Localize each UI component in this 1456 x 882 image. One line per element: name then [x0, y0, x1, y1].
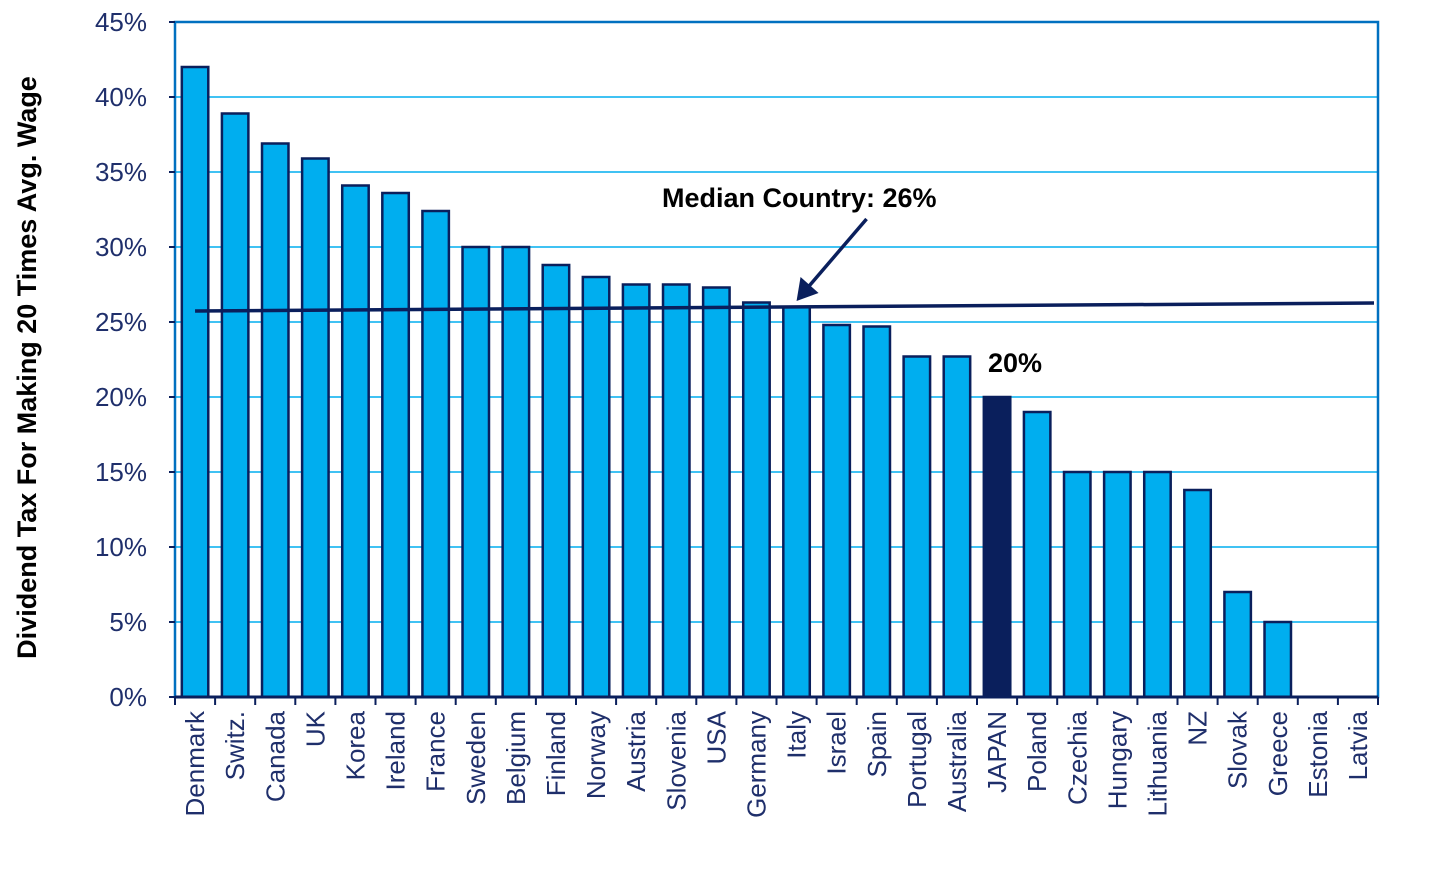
- category-label: Hungary: [1102, 711, 1132, 809]
- median-line: [195, 301, 1375, 313]
- bar-israel: [822, 323, 852, 699]
- category-label: Belgium: [501, 711, 531, 805]
- category-label: Czechia: [1062, 710, 1092, 804]
- y-tick-labels: 0% 5% 10% 15% 20% 25% 30% 35% 40% 45%: [95, 7, 147, 712]
- category-label: Korea: [340, 710, 370, 780]
- category-label: NZ: [1183, 711, 1213, 746]
- category-label: France: [421, 711, 451, 792]
- bar-austria: [621, 283, 651, 699]
- y-tick-label: 45%: [95, 7, 147, 37]
- bar-uk: [300, 157, 330, 699]
- median-annotation: Median Country: 26%: [662, 183, 937, 213]
- category-label: Germany: [741, 711, 771, 818]
- japan-value-annotation: 20%: [988, 348, 1042, 378]
- bar-slovenia: [661, 283, 691, 699]
- median-arrow-head: [796, 277, 819, 301]
- category-label: Ireland: [381, 711, 411, 791]
- category-label: Spain: [862, 711, 892, 778]
- category-label: Slovenia: [661, 710, 691, 810]
- bar-sweden: [461, 245, 491, 699]
- y-tick-label: 5%: [109, 607, 147, 637]
- category-label: Slovak: [1223, 710, 1253, 789]
- bar-italy: [782, 305, 812, 699]
- bar-france: [421, 209, 451, 699]
- category-label: Sweden: [461, 711, 491, 805]
- median-arrow-shaft: [805, 217, 868, 291]
- bar-slovak: [1223, 590, 1253, 699]
- category-label: Norway: [581, 711, 611, 799]
- category-label: Greece: [1263, 711, 1293, 796]
- bar-denmark: [180, 65, 210, 699]
- bar-norway: [581, 275, 611, 699]
- bar-belgium: [501, 245, 531, 699]
- category-label: Lithuania: [1142, 710, 1172, 816]
- bars: [180, 65, 1293, 699]
- bar-nz: [1183, 488, 1213, 699]
- category-labels: Denmark Switz. Canada UK Korea Ireland France S…: [180, 710, 1373, 818]
- bar-korea: [340, 184, 370, 699]
- axes: [169, 20, 1380, 705]
- bar-greece: [1263, 620, 1293, 699]
- y-tick-label: 30%: [95, 232, 147, 262]
- bar-spain: [862, 325, 892, 699]
- bar-switz: [220, 112, 250, 699]
- bar-czechia: [1062, 470, 1092, 699]
- bar-lithuania: [1142, 470, 1172, 699]
- category-label: UK: [300, 710, 330, 747]
- y-tick-label: 15%: [95, 457, 147, 487]
- category-label: Israel: [822, 711, 852, 775]
- category-label: Austria: [621, 710, 651, 791]
- bar-poland: [1022, 410, 1052, 699]
- category-label: Finland: [541, 711, 571, 796]
- bar-ireland: [381, 191, 411, 699]
- bar-australia: [942, 355, 972, 699]
- category-label: USA: [701, 710, 731, 764]
- bar-usa: [701, 286, 731, 699]
- bar-portugal: [902, 355, 932, 699]
- y-tick-label: 0%: [109, 682, 147, 712]
- bar-japan: [982, 395, 1012, 699]
- category-label: JAPAN: [982, 711, 1012, 793]
- y-tick-label: 10%: [95, 532, 147, 562]
- bar-canada: [260, 142, 290, 699]
- y-tick-label: 40%: [95, 82, 147, 112]
- y-tick-label: 35%: [95, 157, 147, 187]
- y-axis-label: Dividend Tax For Making 20 Times Avg. Wa…: [12, 76, 42, 659]
- median-line-group: [195, 217, 1375, 313]
- bar-finland: [541, 263, 571, 699]
- y-tick-label: 25%: [95, 307, 147, 337]
- category-label: Australia: [942, 710, 972, 812]
- category-label: Estonia: [1303, 710, 1333, 797]
- category-label: Switz.: [220, 711, 250, 780]
- y-tick-label: 20%: [95, 382, 147, 412]
- category-label: Italy: [782, 711, 812, 759]
- category-label: Denmark: [180, 710, 210, 816]
- category-label: Poland: [1022, 711, 1052, 792]
- category-label: Canada: [260, 710, 290, 802]
- bar-germany: [741, 301, 771, 699]
- bar-hungary: [1102, 470, 1132, 699]
- category-label: Latvia: [1343, 710, 1373, 780]
- category-label: Portugal: [902, 711, 932, 808]
